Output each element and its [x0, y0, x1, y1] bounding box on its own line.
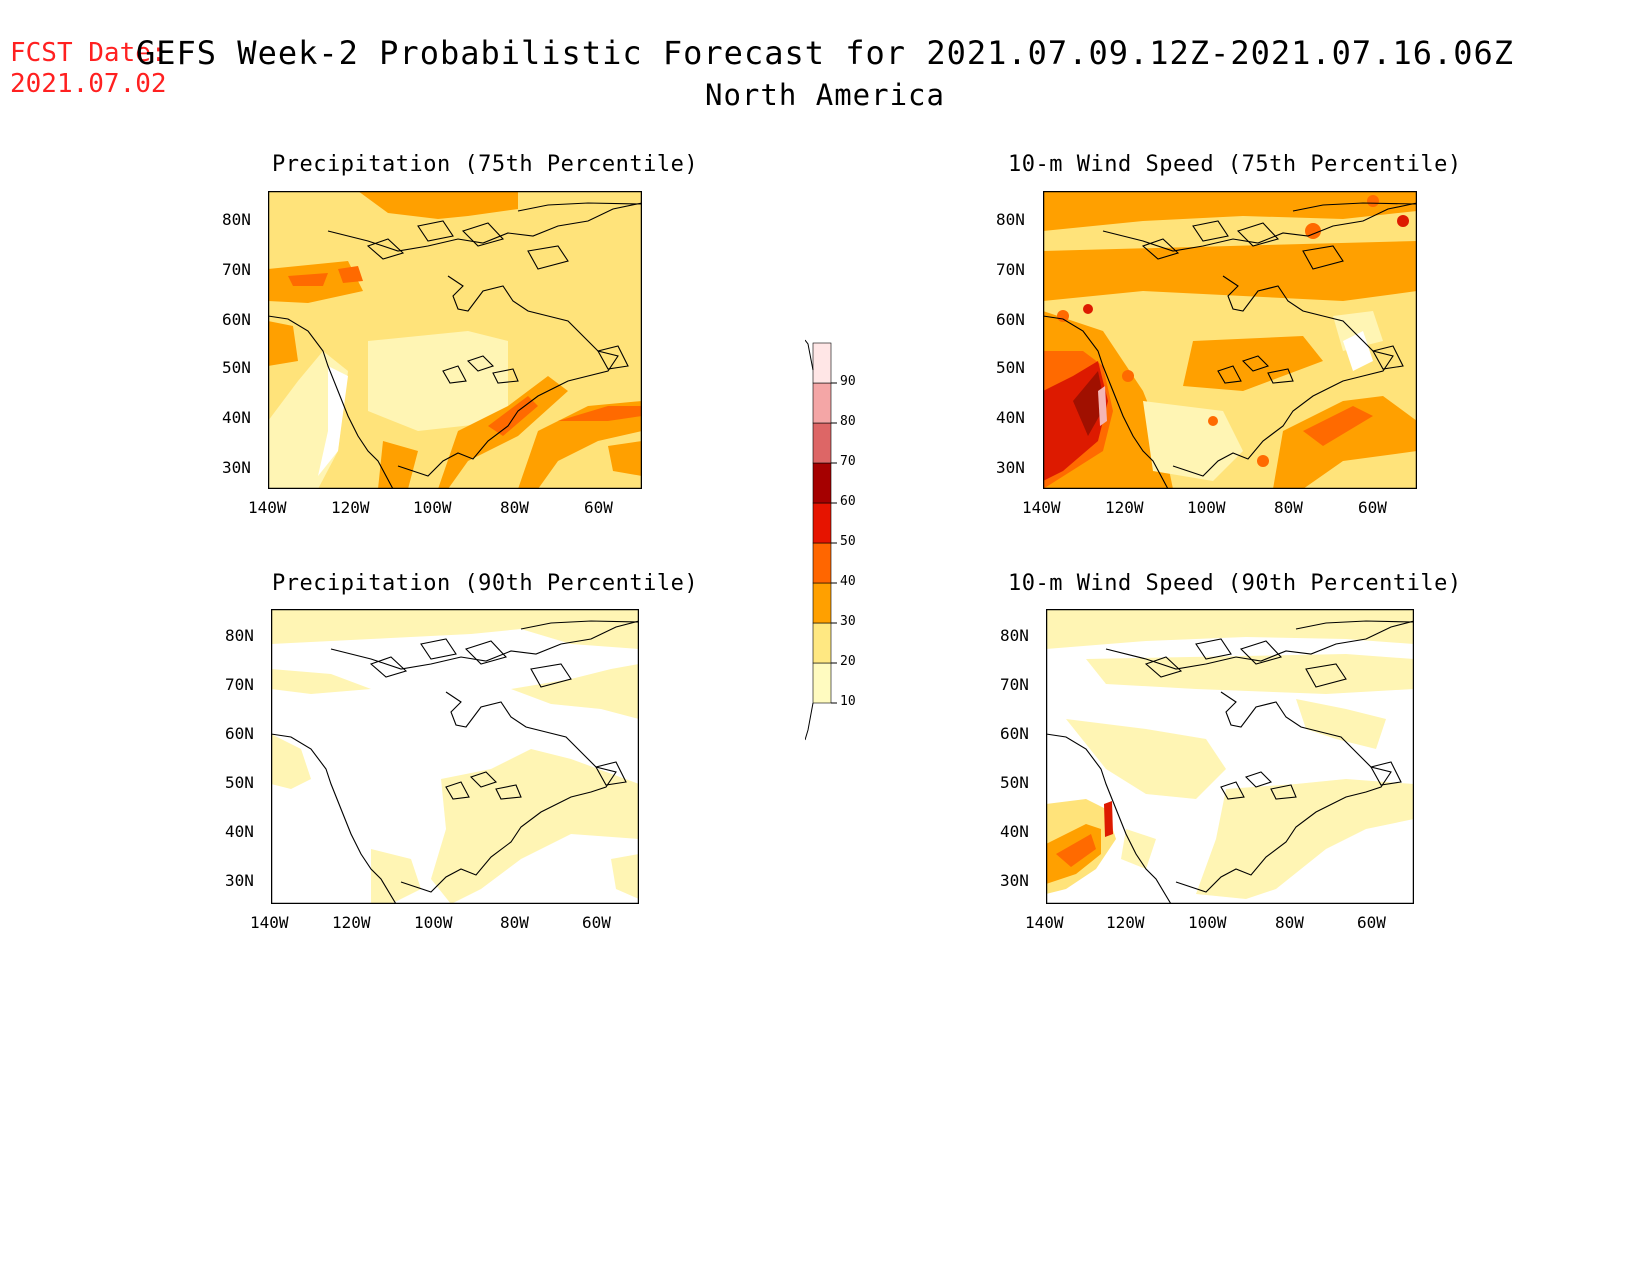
- map-precip90: [270, 608, 640, 905]
- colorbar-graphic: [804, 339, 837, 741]
- region-subtitle: North America: [705, 78, 945, 112]
- lat-label: 40N: [996, 408, 1025, 427]
- lon-label: 100W: [414, 913, 453, 932]
- lon-label: 60W: [1358, 498, 1387, 517]
- colorbar-level: 80: [840, 414, 856, 429]
- lat-label: 60N: [225, 724, 254, 743]
- lat-label: 80N: [222, 210, 251, 229]
- lat-label: 50N: [1000, 773, 1029, 792]
- lon-label: 100W: [413, 498, 452, 517]
- map-wind90: [1045, 608, 1415, 905]
- lon-label: 80W: [500, 498, 529, 517]
- lon-label: 120W: [1105, 498, 1144, 517]
- lon-label: 60W: [1357, 913, 1386, 932]
- lat-label: 40N: [225, 822, 254, 841]
- lat-label: 40N: [222, 408, 251, 427]
- lat-label: 30N: [1000, 871, 1029, 890]
- lat-label: 50N: [996, 358, 1025, 377]
- colorbar-level: 70: [840, 454, 856, 469]
- colorbar-box: [812, 662, 832, 704]
- lon-label: 120W: [332, 913, 371, 932]
- panel-title-precip75: Precipitation (75th Percentile): [272, 152, 699, 177]
- lon-label: 80W: [500, 913, 529, 932]
- lat-label: 30N: [222, 458, 251, 477]
- lon-label: 100W: [1188, 913, 1227, 932]
- lon-label: 140W: [248, 498, 287, 517]
- lon-label: 80W: [1275, 913, 1304, 932]
- main-title: GEFS Week-2 Probabilistic Forecast for 2…: [135, 34, 1515, 72]
- lon-label: 140W: [1022, 498, 1061, 517]
- colorbar: 10 20 30 40 50 60 70 80 90: [804, 330, 865, 754]
- lon-label: 140W: [1025, 913, 1064, 932]
- map-precip75: [267, 190, 643, 490]
- colorbar-box: [812, 382, 832, 424]
- lat-label: 60N: [222, 310, 251, 329]
- lat-label: 70N: [222, 260, 251, 279]
- lon-label: 120W: [331, 498, 370, 517]
- colorbar-box: [812, 422, 832, 464]
- lon-label: 100W: [1187, 498, 1226, 517]
- lat-label: 60N: [1000, 724, 1029, 743]
- fcst-date-value: 2021.07.02: [10, 69, 167, 99]
- lat-label: 80N: [996, 210, 1025, 229]
- colorbar-level: 60: [840, 494, 856, 509]
- lat-label: 40N: [1000, 822, 1029, 841]
- colorbar-box: [812, 502, 832, 544]
- lon-label: 120W: [1106, 913, 1145, 932]
- lon-label: 60W: [584, 498, 613, 517]
- lat-label: 30N: [996, 458, 1025, 477]
- colorbar-level: 30: [840, 614, 856, 629]
- lat-label: 50N: [222, 358, 251, 377]
- lat-label: 30N: [225, 871, 254, 890]
- colorbar-level: 50: [840, 534, 856, 549]
- fcst-date-block: FCST Date: 2021.07.02: [10, 38, 167, 100]
- colorbar-box: [812, 542, 832, 584]
- colorbar-box: [812, 622, 832, 664]
- panel-title-wind90: 10-m Wind Speed (90th Percentile): [1008, 571, 1462, 596]
- colorbar-level: 40: [840, 574, 856, 589]
- map-wind75: [1042, 190, 1418, 490]
- lat-label: 50N: [225, 773, 254, 792]
- panel-title-precip90: Precipitation (90th Percentile): [272, 571, 699, 596]
- lat-label: 80N: [225, 626, 254, 645]
- fcst-date-label: FCST Date:: [10, 38, 167, 68]
- colorbar-level: 90: [840, 374, 856, 389]
- colorbar-box: [812, 342, 832, 384]
- lat-label: 70N: [996, 260, 1025, 279]
- lat-label: 70N: [225, 675, 254, 694]
- lon-label: 60W: [582, 913, 611, 932]
- lon-label: 80W: [1274, 498, 1303, 517]
- lat-label: 80N: [1000, 626, 1029, 645]
- colorbar-box: [812, 462, 832, 504]
- colorbar-box: [812, 582, 832, 624]
- panel-title-wind75: 10-m Wind Speed (75th Percentile): [1008, 152, 1462, 177]
- lat-label: 70N: [1000, 675, 1029, 694]
- colorbar-level: 20: [840, 654, 856, 669]
- lat-label: 60N: [996, 310, 1025, 329]
- lon-label: 140W: [250, 913, 289, 932]
- colorbar-level: 10: [840, 694, 856, 709]
